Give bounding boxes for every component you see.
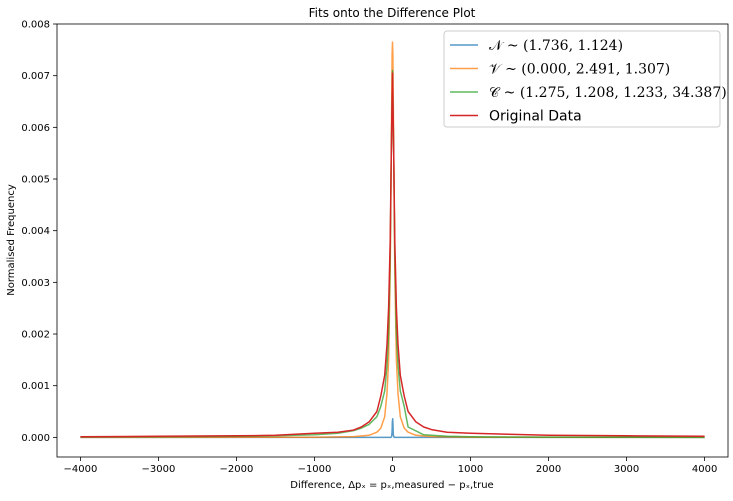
legend-label-1: 𝒱 ~ (0.000, 2.491, 1.307) (489, 62, 670, 78)
x-tick-label: −4000 (63, 464, 97, 475)
legend-label-3: Original Data (489, 109, 582, 125)
y-tick-label: 0.006 (21, 123, 50, 134)
x-tick-label: 3000 (614, 464, 639, 475)
legend-box (443, 30, 721, 128)
y-axis-label: Normalised Frequency (6, 184, 17, 296)
y-tick-label: 0.001 (21, 381, 50, 392)
y-tick-label: 0.000 (21, 433, 50, 444)
y-tick-label: 0.003 (21, 278, 50, 289)
x-tick-label: 1000 (458, 464, 483, 475)
x-tick-label: 4000 (692, 464, 717, 475)
x-axis: −4000 −3000 −2000 −1000 0 1000 2000 3000 4000 (63, 457, 717, 475)
series-line-3 (80, 72, 705, 438)
series-lines (80, 41, 705, 439)
legend-label-2: 𝒞 ~ (1.275, 1.208, 1.233, 34.387) (489, 85, 727, 101)
x-tick-label: −3000 (142, 464, 176, 475)
legend-label-0: 𝒩 ~ (1.736, 1.124) (489, 38, 623, 54)
y-tick-label: 0.002 (21, 330, 50, 341)
x-tick-label: −2000 (220, 464, 254, 475)
chart-title: Fits onto the Difference Plot (309, 6, 476, 20)
x-axis-label: Difference, Δpₓ = pₓ,measured − pₓ,true (290, 480, 493, 491)
y-tick-label: 0.007 (21, 71, 50, 82)
y-tick-label: 0.004 (21, 226, 50, 237)
plot-area (56, 23, 729, 458)
legend: 𝒩 ~ (1.736, 1.124) 𝒱 ~ (0.000, 2.491, 1.3… (443, 30, 727, 128)
y-tick-label: 0.008 (21, 20, 50, 31)
x-tick-label: 0 (389, 464, 395, 475)
x-tick-label: −1000 (298, 464, 332, 475)
series-line-0 (80, 418, 705, 439)
y-axis: 0.000 0.001 0.002 0.003 0.004 0.005 0.006 0.007… (21, 20, 57, 444)
y-tick-label: 0.005 (21, 175, 50, 186)
series-line-1 (80, 41, 705, 439)
x-tick-label: 2000 (536, 464, 561, 475)
